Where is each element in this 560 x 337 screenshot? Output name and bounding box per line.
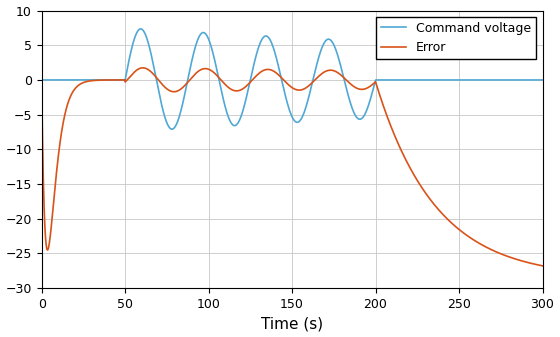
- Command voltage: [535, 78, 542, 82]
- Error: [157, 81, 164, 85]
- Error: [38, 78, 45, 82]
- Error: [539, 264, 546, 268]
- Command voltage: [263, 34, 269, 38]
- Command voltage: [137, 27, 144, 31]
- Error: [263, 67, 269, 71]
- Command voltage: [38, 78, 45, 82]
- Command voltage: [227, 120, 234, 124]
- Error: [155, 78, 161, 82]
- Legend: Command voltage, Error: Command voltage, Error: [376, 17, 536, 59]
- Error: [227, 87, 234, 91]
- Error: [535, 263, 542, 267]
- X-axis label: Time (s): Time (s): [261, 316, 323, 332]
- Line: Error: Error: [41, 68, 543, 266]
- Line: Command voltage: Command voltage: [41, 29, 543, 129]
- Command voltage: [155, 86, 161, 90]
- Command voltage: [160, 110, 167, 114]
- Command voltage: [539, 78, 546, 82]
- Command voltage: [157, 99, 164, 103]
- Error: [160, 84, 167, 88]
- Command voltage: [169, 127, 175, 131]
- Error: [139, 66, 146, 70]
